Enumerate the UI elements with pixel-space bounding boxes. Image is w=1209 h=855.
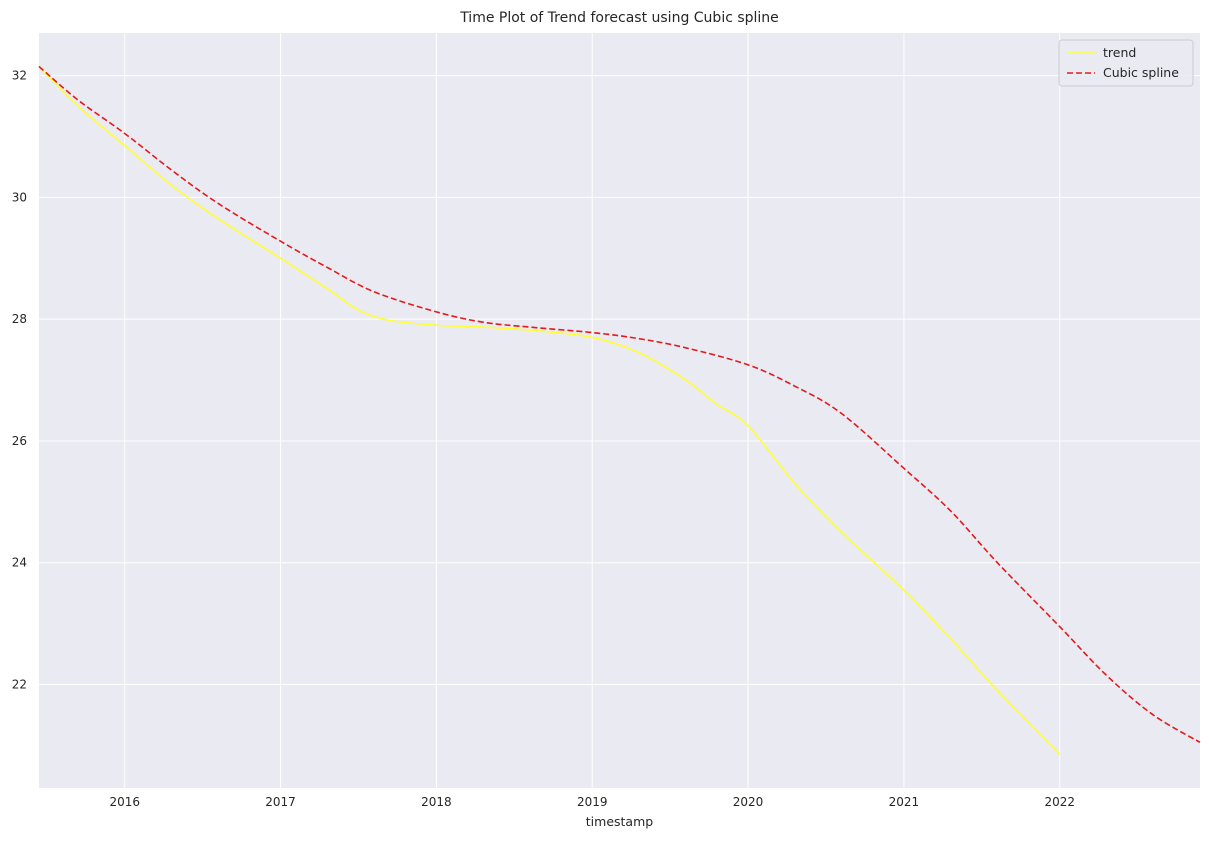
legend-label-trend: trend: [1103, 45, 1136, 60]
series-layer: [38, 65, 1201, 756]
x-tick-label: 2017: [265, 795, 296, 809]
x-tick-label: 2019: [577, 795, 608, 809]
x-tick-label: 2022: [1044, 795, 1075, 809]
y-tick-label: 24: [12, 556, 27, 570]
chart-title: Time Plot of Trend forecast using Cubic …: [459, 10, 779, 26]
y-tick-label: 22: [12, 677, 27, 691]
legend-box: [1058, 39, 1194, 87]
legend-label-cubic-spline: Cubic spline: [1103, 65, 1179, 80]
x-tick-label: 2020: [733, 795, 764, 809]
gridlines: [39, 33, 1200, 788]
tick-labels: 2016 2017 2018 2019 2020 2021 2022 22 24 26 28 30 32: [12, 69, 1075, 809]
plot-area: [39, 33, 1200, 788]
series-line-trend: [38, 65, 1061, 756]
y-tick-label: 32: [12, 69, 27, 83]
series-line-cubic-spline: [38, 65, 1201, 744]
x-tick-label: 2016: [109, 795, 140, 809]
y-tick-label: 26: [12, 434, 27, 448]
x-tick-label: 2021: [889, 795, 920, 809]
x-tick-label: 2018: [421, 795, 452, 809]
y-tick-label: 30: [12, 190, 27, 204]
x-axis-label: timestamp: [586, 814, 653, 829]
legend: trend Cubic spline: [1058, 39, 1194, 87]
y-tick-label: 28: [12, 312, 27, 326]
